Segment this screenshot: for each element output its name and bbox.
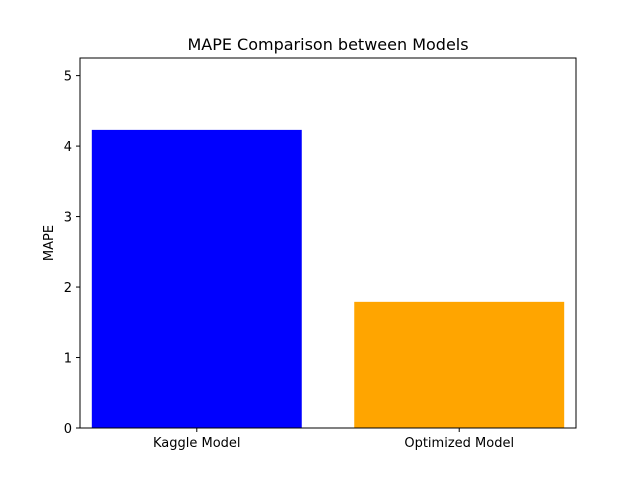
bar-kaggle-model	[91, 129, 302, 428]
y-tick-label: 2	[64, 281, 72, 296]
x-tick-label: Kaggle Model	[153, 436, 241, 451]
y-axis-label: MAPE	[42, 225, 57, 261]
bars-group	[91, 129, 565, 428]
y-tick-label: 5	[64, 70, 72, 85]
chart-title: MAPE Comparison between Models	[187, 35, 468, 54]
y-tick-label: 0	[64, 422, 72, 437]
y-tick-label: 3	[64, 211, 72, 226]
y-axis-ticks: 0 1 2 3 4 5	[64, 70, 80, 437]
x-axis-ticks: Kaggle Model Optimized Model	[153, 428, 514, 451]
y-tick-label: 1	[64, 352, 72, 367]
x-tick-label: Optimized Model	[404, 436, 514, 451]
bar-optimized-model	[354, 301, 565, 428]
plot-frame	[79, 57, 577, 429]
y-tick-label: 4	[64, 140, 72, 155]
